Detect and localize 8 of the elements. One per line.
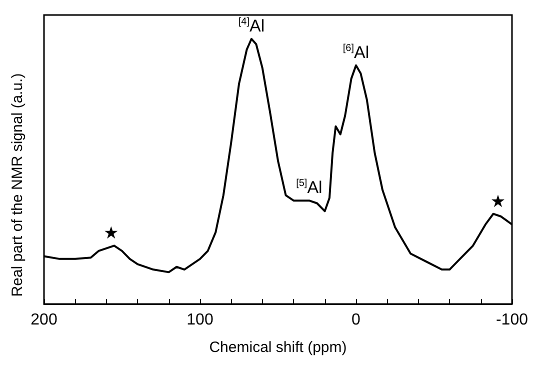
x-tick-label: 0 [352,312,361,328]
x-axis-title: Chemical shift (ppm) [209,339,347,356]
x-tick-label: 200 [30,312,58,328]
annotation: ★ [490,192,506,211]
annotation: ★ [103,224,119,243]
y-axis-title: Real part of the NMR signal (a.u.) [9,73,26,297]
x-tick-label: 100 [186,312,214,328]
x-tick-label: -100 [496,312,528,328]
